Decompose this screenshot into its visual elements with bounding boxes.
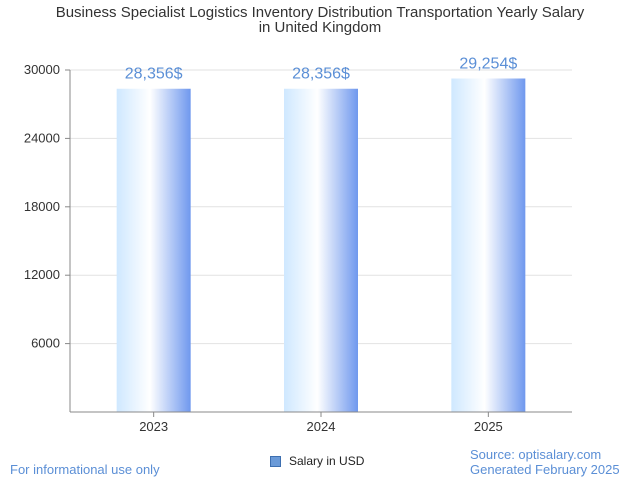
- y-axis-ticks: 6000 12000 18000 24000 30000: [24, 62, 70, 351]
- x-tick-label-2023: 2023: [139, 419, 168, 434]
- y-tick-label: 6000: [31, 336, 60, 351]
- bar-2025: [451, 78, 526, 413]
- legend-swatch: [270, 455, 281, 467]
- informational-note: For informational use only: [10, 462, 160, 477]
- value-label-2023: 28,356$: [125, 66, 183, 83]
- bars: [116, 78, 526, 413]
- y-tick-label: 24000: [24, 130, 60, 145]
- value-label-2024: 28,356$: [292, 66, 350, 83]
- bar-2024: [284, 88, 358, 412]
- x-axis-ticks: 2023 2024 2025: [139, 412, 503, 434]
- generated-date: Generated February 2025: [470, 462, 620, 477]
- bar-2023: [116, 88, 191, 412]
- y-tick-label: 12000: [24, 267, 60, 282]
- y-tick-label: 30000: [24, 62, 60, 77]
- source-link[interactable]: Source: optisalary.com: [470, 447, 602, 462]
- x-tick-label-2024: 2024: [307, 419, 336, 434]
- value-label-2025: 29,254$: [459, 56, 517, 73]
- value-labels: 28,356$ 28,356$ 29,254$: [125, 56, 518, 83]
- legend: Salary in USD: [270, 454, 364, 468]
- chart-title-line-2: in United Kingdom: [259, 19, 382, 36]
- x-tick-label-2025: 2025: [474, 419, 503, 434]
- chart-title-line-1: Business Specialist Logistics Inventory …: [56, 4, 585, 21]
- y-tick-label: 18000: [24, 199, 60, 214]
- legend-label: Salary in USD: [289, 454, 365, 468]
- axes: [69, 70, 572, 413]
- chart-title: Business Specialist Logistics Inventory …: [56, 4, 585, 36]
